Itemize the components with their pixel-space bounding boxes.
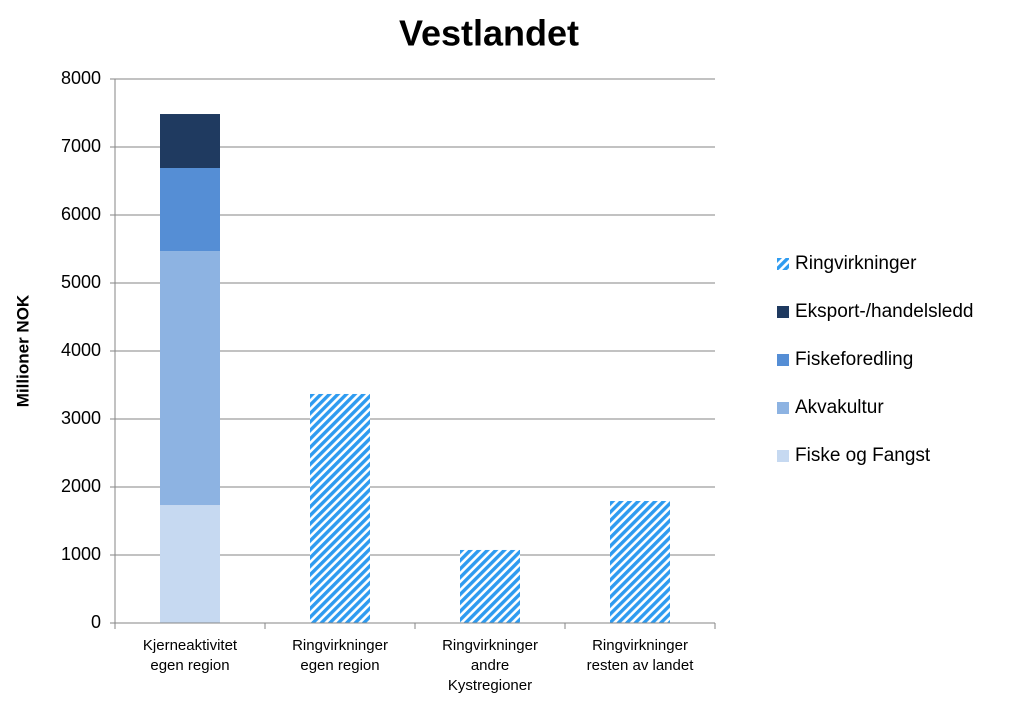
bar-segment xyxy=(610,501,670,623)
legend-label: Eksport-/handelsledd xyxy=(795,301,974,322)
legend-swatch xyxy=(777,306,789,318)
legend-label: Fiske og Fangst xyxy=(795,445,931,466)
y-tick-label: 0 xyxy=(91,612,101,632)
bar-segment xyxy=(160,251,220,506)
bar-segment xyxy=(310,393,370,623)
y-tick-label: 3000 xyxy=(61,408,101,428)
legend-label: Fiskeforedling xyxy=(795,349,913,370)
y-tick-label: 4000 xyxy=(61,340,101,360)
chart-title: Vestlandet xyxy=(399,13,579,54)
y-tick-label: 1000 xyxy=(61,544,101,564)
y-tick-label: 6000 xyxy=(61,204,101,224)
y-axis-label: Millioner NOK xyxy=(13,294,32,407)
y-tick-label: 8000 xyxy=(61,68,101,88)
legend-label: Ringvirkninger xyxy=(795,253,917,274)
legend-swatch xyxy=(777,450,789,462)
y-tick-label: 7000 xyxy=(61,136,101,156)
bar-segment xyxy=(160,505,220,623)
legend-swatch xyxy=(777,354,789,366)
x-tick-label: Ringvirkninger andre Kystregioner xyxy=(442,637,538,694)
legend-swatch xyxy=(777,402,789,414)
x-tick-label: Ringvirkninger resten av landet xyxy=(587,637,695,674)
y-tick-label: 2000 xyxy=(61,476,101,496)
legend-swatch xyxy=(777,258,789,270)
bar-segment xyxy=(460,549,520,623)
legend-label: Akvakultur xyxy=(795,397,884,418)
bar-segment xyxy=(160,168,220,252)
x-tick-label: Kjerneaktivitet egen region xyxy=(143,637,238,674)
x-tick-label: Ringvirkninger egen region xyxy=(292,637,388,674)
y-tick-label: 5000 xyxy=(61,272,101,292)
bar-segment xyxy=(160,114,220,169)
